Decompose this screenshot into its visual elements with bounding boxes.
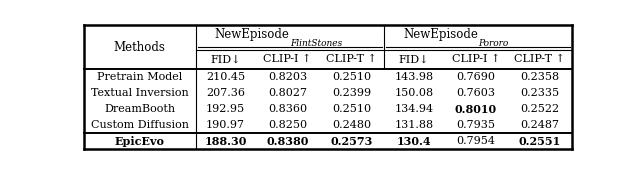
Text: 0.8250: 0.8250 [268, 120, 307, 130]
Text: 0.7690: 0.7690 [456, 72, 495, 82]
Text: 0.2551: 0.2551 [519, 136, 561, 147]
Text: NewEpisode: NewEpisode [403, 28, 478, 40]
Text: 0.2335: 0.2335 [520, 88, 559, 98]
Text: 0.7935: 0.7935 [456, 120, 495, 130]
Text: Textual Inversion: Textual Inversion [91, 88, 189, 98]
Text: 130.4: 130.4 [396, 136, 431, 147]
Text: Pororo: Pororo [478, 39, 508, 48]
Text: CLIP-T ↑: CLIP-T ↑ [515, 54, 565, 65]
Text: 190.97: 190.97 [206, 120, 245, 130]
Text: FID↓: FID↓ [399, 54, 429, 65]
Text: 0.8203: 0.8203 [268, 72, 307, 82]
Text: 0.8360: 0.8360 [268, 104, 307, 114]
Text: Custom Diffusion: Custom Diffusion [91, 120, 189, 130]
Text: 207.36: 207.36 [206, 88, 245, 98]
Text: 188.30: 188.30 [204, 136, 246, 147]
Text: 0.8027: 0.8027 [268, 88, 307, 98]
Text: 131.88: 131.88 [394, 120, 433, 130]
Text: FID↓: FID↓ [211, 54, 241, 65]
Text: EpicEvo: EpicEvo [115, 136, 165, 147]
Text: 0.2399: 0.2399 [332, 88, 371, 98]
Text: 0.8010: 0.8010 [454, 104, 497, 115]
Text: 0.7603: 0.7603 [456, 88, 495, 98]
Text: 0.2358: 0.2358 [520, 72, 559, 82]
Text: 150.08: 150.08 [394, 88, 433, 98]
Text: 0.2510: 0.2510 [332, 72, 371, 82]
Text: 134.94: 134.94 [394, 104, 433, 114]
Text: CLIP-I ↑: CLIP-I ↑ [263, 54, 312, 65]
Text: CLIP-I ↑: CLIP-I ↑ [451, 54, 500, 65]
Text: 0.2522: 0.2522 [520, 104, 559, 114]
Text: NewEpisode: NewEpisode [215, 28, 290, 40]
Text: 210.45: 210.45 [206, 72, 245, 82]
Text: 0.2510: 0.2510 [332, 104, 371, 114]
Text: 0.2573: 0.2573 [330, 136, 373, 147]
Text: 192.95: 192.95 [206, 104, 245, 114]
Text: 0.8380: 0.8380 [266, 136, 308, 147]
Text: Pretrain Model: Pretrain Model [97, 72, 182, 82]
Text: 0.2480: 0.2480 [332, 120, 371, 130]
Text: DreamBooth: DreamBooth [104, 104, 175, 114]
Text: 143.98: 143.98 [394, 72, 433, 82]
Text: 0.2487: 0.2487 [520, 120, 559, 130]
Text: Methods: Methods [114, 41, 166, 54]
Text: FlintStones: FlintStones [290, 39, 342, 48]
Text: CLIP-T ↑: CLIP-T ↑ [326, 54, 377, 65]
Text: 0.7954: 0.7954 [456, 136, 495, 146]
